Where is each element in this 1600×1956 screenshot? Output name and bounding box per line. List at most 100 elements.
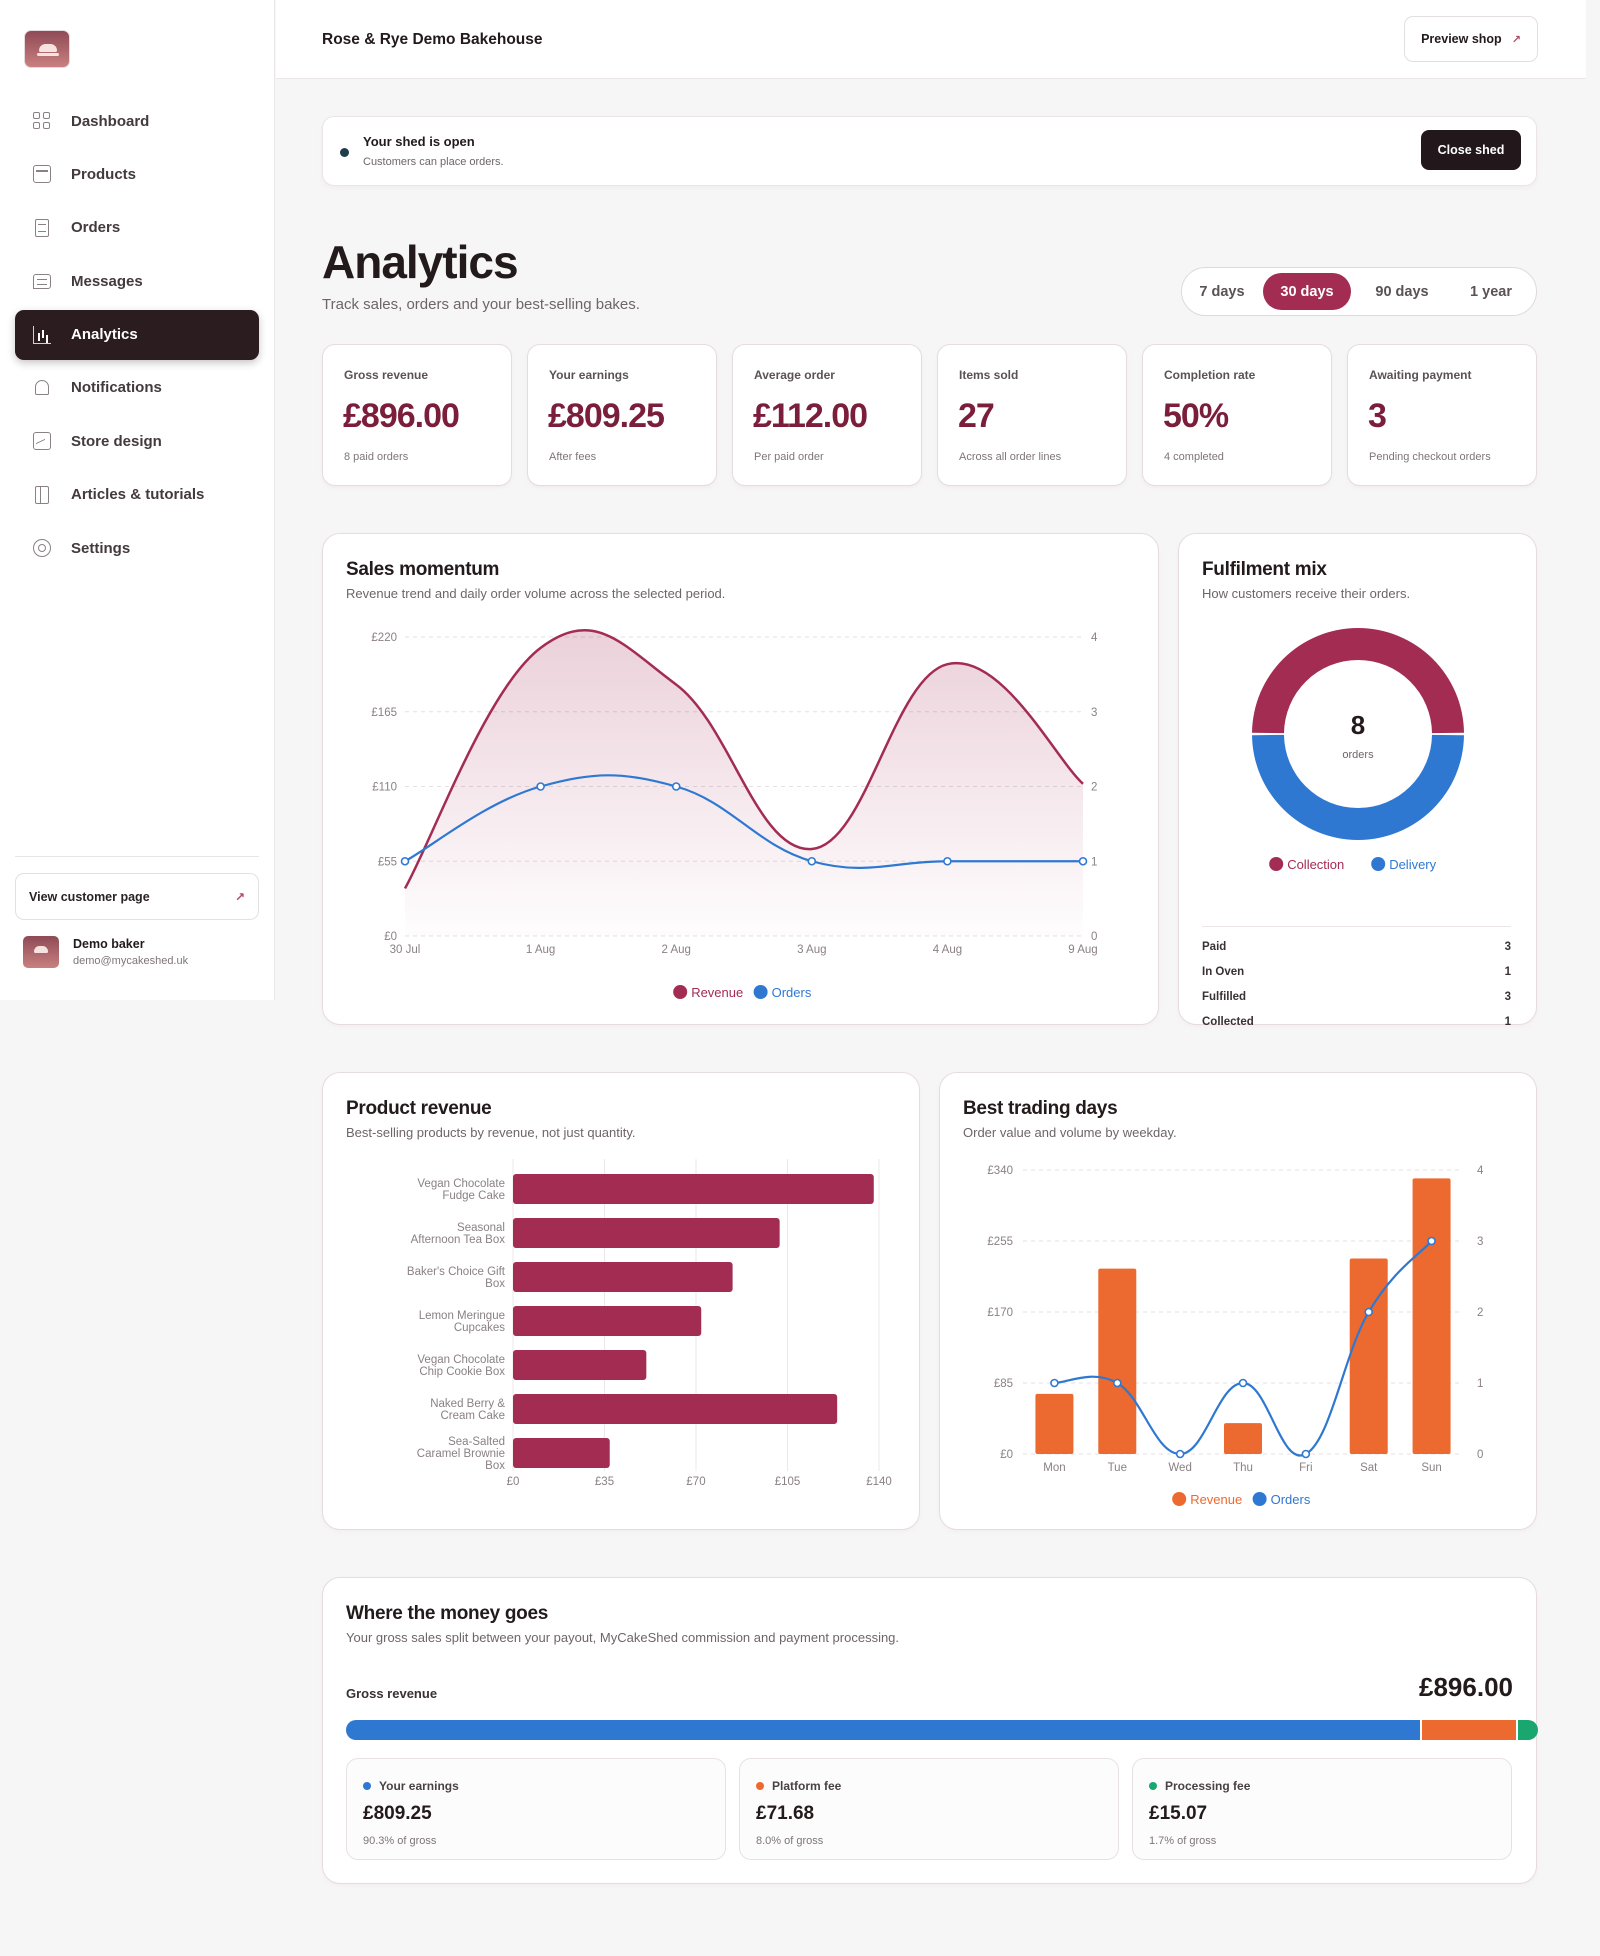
stat-subtext: 4 completed (1164, 451, 1224, 463)
sidebar-divider (15, 856, 259, 857)
sidebar-item-products[interactable]: Products (15, 149, 259, 199)
money-bar-segment-processing-fee (1517, 1720, 1538, 1740)
x-tick-label: Fri (1299, 1462, 1312, 1474)
money-tile-label: Platform fee (756, 1779, 841, 1793)
stat-subtext: Pending checkout orders (1369, 451, 1491, 463)
legend-swatch-orders (1252, 1492, 1267, 1506)
sidebar-item-dashboard[interactable]: Dashboard (15, 96, 259, 146)
weekday-revenue-bar[interactable] (1412, 1178, 1451, 1454)
sidebar-item-label: Articles & tutorials (71, 486, 205, 504)
money-bar-segment-your-earnings (346, 1720, 1423, 1740)
product-bar[interactable] (513, 1350, 647, 1380)
sidebar-item-messages[interactable]: Messages (15, 256, 259, 306)
donut-slice-delivery[interactable] (1252, 734, 1464, 841)
product-bar[interactable] (513, 1174, 874, 1204)
sidebar-nav: Dashboard Products Orders Messages Analytics… (15, 96, 259, 577)
legend-dot (363, 1782, 371, 1790)
legend-dot (1149, 1782, 1157, 1790)
stat-label: Gross revenue (344, 368, 429, 382)
x-tick-label: Sat (1360, 1462, 1378, 1474)
sidebar-item-settings[interactable]: Settings (15, 523, 259, 573)
y-tick-label: £255 (987, 1236, 1013, 1248)
y2-tick-label: 1 (1477, 1378, 1483, 1390)
product-bar[interactable] (513, 1394, 838, 1424)
view-customer-page-button[interactable]: View customer page ↗ (15, 873, 259, 920)
orders-point[interactable] (400, 856, 410, 866)
orders-point[interactable] (536, 782, 545, 791)
status-count: 1 (1504, 1015, 1511, 1028)
close-shed-button[interactable]: Close shed (1421, 130, 1521, 170)
sidebar-item-articles-tutorials[interactable]: Articles & tutorials (15, 470, 259, 520)
topbar: Rose & Rye Demo Bakehouse Preview shop ↗ (276, 0, 1586, 79)
product-label: Sea-Salted (448, 1436, 505, 1448)
book-icon (35, 485, 49, 504)
orders-point[interactable] (1078, 856, 1088, 866)
product-label: Box (485, 1278, 505, 1290)
legend-label-delivery: Delivery (1389, 857, 1436, 872)
range-option-7-days[interactable]: 7 days (1199, 283, 1245, 300)
card-title: Fulfilment mix (1202, 559, 1327, 580)
donut-slice-collection[interactable] (1252, 627, 1464, 734)
sidebar-item-store-design[interactable]: Store design (15, 416, 259, 466)
external-link-icon: ↗ (1511, 33, 1521, 46)
y-tick-label: £340 (987, 1165, 1013, 1177)
orders-point[interactable] (671, 782, 681, 791)
receipt-icon (35, 218, 49, 237)
gear-icon (33, 539, 51, 558)
orders-point[interactable] (1175, 1449, 1185, 1459)
view-customer-page-label: View customer page (29, 889, 150, 904)
sidebar-item-analytics[interactable]: Analytics (15, 309, 259, 360)
stat-card-awaiting-payment: Awaiting payment 3 Pending checkout orders (1347, 344, 1537, 486)
x-tick-label: Wed (1168, 1462, 1191, 1474)
product-label: Caramel Brownie (417, 1448, 505, 1460)
shed-status-banner: Your shed is open Customers can place or… (322, 116, 1537, 186)
brand-logo[interactable] (24, 30, 70, 68)
stat-card-completion-rate: Completion rate 50% 4 completed (1142, 344, 1332, 486)
product-bar[interactable] (513, 1262, 733, 1292)
product-label: Seasonal (457, 1222, 505, 1234)
orders-point[interactable] (807, 856, 817, 866)
sidebar-item-label: Notifications (71, 379, 162, 397)
sales-momentum-card: Sales momentum Revenue trend and daily o… (322, 533, 1159, 1025)
range-option-1-year[interactable]: 1 year (1470, 283, 1512, 300)
range-option-30-days[interactable]: 30 days (1263, 273, 1351, 310)
product-bar[interactable] (513, 1438, 610, 1468)
orders-point[interactable] (1050, 1378, 1059, 1388)
product-label: Baker's Choice Gift (407, 1266, 506, 1278)
sidebar-item-orders[interactable]: Orders (15, 203, 259, 253)
revenue-area (405, 630, 1083, 936)
profile[interactable]: Demo baker demo@mycakeshed.uk (23, 936, 188, 968)
money-tile-percent: 8.0% of gross (756, 1835, 824, 1847)
weekday-revenue-bar[interactable] (1098, 1268, 1137, 1454)
range-option-90-days[interactable]: 90 days (1375, 283, 1429, 300)
product-bar[interactable] (513, 1306, 702, 1336)
stat-subtext: After fees (549, 451, 597, 463)
best-trading-days-card: Best trading days Order value and volume… (939, 1072, 1537, 1530)
fulfilment-status-table: Paid 3 In Oven 1 Fulfilled 3 Collected 1 (1202, 926, 1511, 1034)
fulfilment-mix-card: Fulfilment mix How customers receive the… (1178, 533, 1537, 1028)
y-tick-label: £0 (384, 931, 397, 943)
money-tile-platform-fee: Platform fee £71.68 8.0% of gross (739, 1758, 1119, 1860)
x-tick-label: Sun (1421, 1462, 1441, 1474)
product-bar[interactable] (513, 1218, 780, 1248)
orders-point[interactable] (943, 856, 952, 866)
orders-point[interactable] (1427, 1236, 1436, 1246)
money-tile-label-text: Your earnings (379, 1779, 459, 1793)
orders-point[interactable] (1112, 1378, 1122, 1388)
x-tick-label: Thu (1233, 1462, 1253, 1474)
weekday-revenue-bar[interactable] (1349, 1258, 1388, 1454)
status-count: 3 (1504, 940, 1511, 953)
preview-shop-button[interactable]: Preview shop ↗ (1404, 16, 1538, 62)
weekday-revenue-bar[interactable] (1035, 1393, 1074, 1454)
message-icon (33, 273, 51, 289)
legend-swatch-revenue (673, 985, 688, 999)
card-title: Where the money goes (346, 1603, 548, 1624)
stat-subtext: Across all order lines (959, 451, 1062, 463)
weekday-revenue-bar[interactable] (1224, 1423, 1262, 1454)
orders-point[interactable] (1301, 1449, 1311, 1459)
y2-tick-label: 3 (1091, 707, 1097, 719)
orders-point[interactable] (1364, 1307, 1374, 1317)
orders-point[interactable] (1238, 1378, 1248, 1388)
sidebar-item-notifications[interactable]: Notifications (15, 363, 259, 413)
